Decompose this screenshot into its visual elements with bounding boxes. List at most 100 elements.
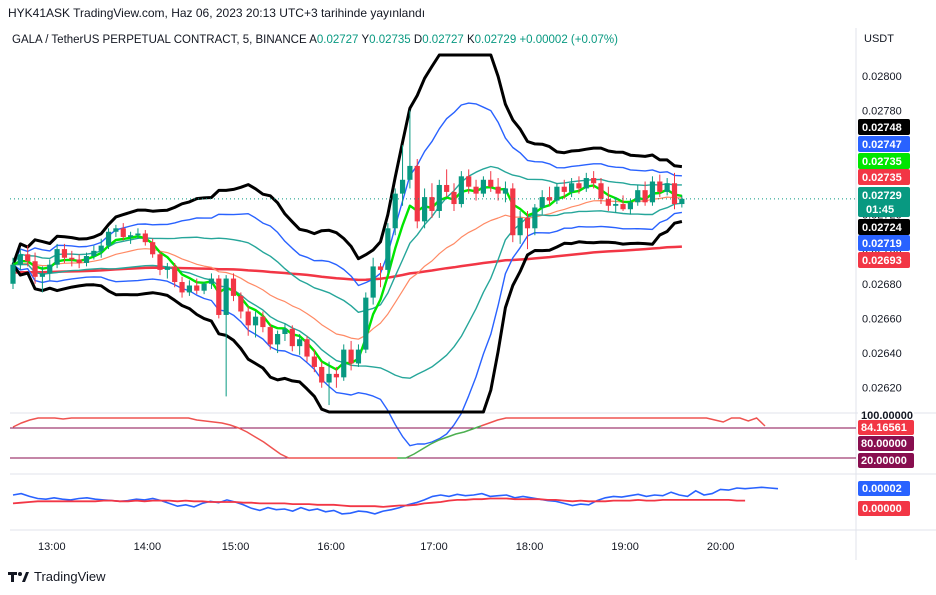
candle-body [238,295,244,312]
oscillator-line-rising [397,425,482,459]
price-tag: 0.02693 [858,252,910,268]
price-tag-label: 0.02693 [862,255,902,267]
candle-body [304,339,310,357]
candle-body [591,178,597,184]
candle-body [414,165,420,222]
candle-body [561,186,567,192]
candle-body [569,183,575,192]
oscillator-tag-label: 80.00000 [861,438,907,450]
oscillator-tag: 20.00000 [858,453,914,468]
candle-body [348,349,354,364]
slow-ma-line [12,245,682,282]
price-tag-bg [858,153,910,169]
oscillator-tag-label: 84.16561 [861,422,907,434]
candle-body [377,266,384,270]
candle-body [297,339,303,347]
macd-tag-bg [858,481,910,496]
candle-body [458,176,464,205]
price-tag-bg [858,169,910,185]
price-pane[interactable] [10,53,856,447]
candle-body [370,266,376,298]
candle-body [98,245,104,251]
candle-body [194,285,200,291]
price-tag-label: 0.02735 [862,156,902,168]
price-tag: 0.02735 [858,153,910,169]
axes: 0.028000.027800.027600.027400.027200.027… [38,71,902,553]
candle-body [157,254,163,270]
candle-body [671,183,678,205]
y-tick-label: 0.02680 [862,279,902,291]
candle-body [105,231,112,246]
candle-body [627,202,633,210]
ema-orange-line [12,196,682,340]
candle-body [436,184,442,211]
candle-body [69,257,75,260]
footer-brand[interactable]: TradingView [8,569,106,584]
macd-tag-bg [858,501,910,516]
x-tick-label: 16:00 [317,541,345,553]
macd-tag-label: 0.00000 [862,503,902,515]
candle-body [39,273,45,277]
candle-body [201,283,207,291]
x-tick-label: 20:00 [707,541,735,553]
candle-body [47,264,53,274]
candle-body [495,186,501,194]
candle-body [260,316,266,328]
candle-body [267,327,273,345]
candle-body [216,278,222,315]
candle-body [172,266,178,283]
candle-body [429,197,435,211]
candle-body [333,373,339,378]
candle-body [399,179,406,194]
candle-body [113,228,119,232]
candle-body [363,297,369,350]
macd-tag: 0.00000 [858,501,910,516]
bb-upper-line [12,102,682,287]
bb-outer-lower-line [11,220,683,414]
candle-body [510,188,516,236]
price-tag-bg [858,219,910,235]
y-tick-label: 0.02780 [862,105,902,117]
macd-pane[interactable] [12,486,779,515]
candle-body [502,188,509,194]
candle-body [524,217,531,229]
price-tag: 0.02735 [858,169,910,185]
oscillator-tag: 100.00000 [858,408,914,423]
price-tags: 0.02748 0.02747 0.02735 0.02735 0.02729 01:45… [858,119,914,516]
oscillator-pane[interactable] [10,417,856,459]
open-value: 0.02727 [316,34,359,46]
bb-inner-upper-line [12,165,682,313]
candle-body [32,261,38,277]
candle-body [311,356,317,367]
price-tag-bg [858,235,910,251]
candle-body [473,186,479,194]
candle-body [319,366,325,383]
candle-body [275,334,281,345]
bb-outer-upper-line [11,53,683,266]
symbol-legend: GALA / TetherUS PERPETUAL CONTRACT, 5, B… [12,34,618,46]
close-key: K [466,34,475,46]
candle-body [657,181,663,192]
candle-body [120,228,126,237]
y-tick-label: 0.02620 [862,383,902,395]
oscillator-tag-label: 20.00000 [861,455,907,467]
price-tag-label: 0.02735 [862,172,902,184]
high-key: Y [361,34,370,46]
y-tick-label: 0.02660 [862,313,902,325]
candle-body [245,311,251,326]
oscillator-tag-bg [858,420,914,435]
price-tag-label: 0.02719 [862,238,902,250]
candle-body [466,176,472,187]
candle-body [407,165,413,180]
candle-body [164,266,170,270]
publish-caption: HYK41ASK TradingView.com, Haz 06, 2023 2… [8,6,426,20]
candle-body [546,197,553,201]
symbol-name: GALA / TetherUS PERPETUAL CONTRACT, 5, B… [12,34,307,46]
candle-body [598,183,604,199]
candle-body [252,316,259,326]
candle-body [91,250,97,257]
oscillator-tag-label: 100.00000 [861,410,913,422]
price-tag-label: 0.02729 [862,190,902,202]
price-tag-bg [858,187,910,217]
